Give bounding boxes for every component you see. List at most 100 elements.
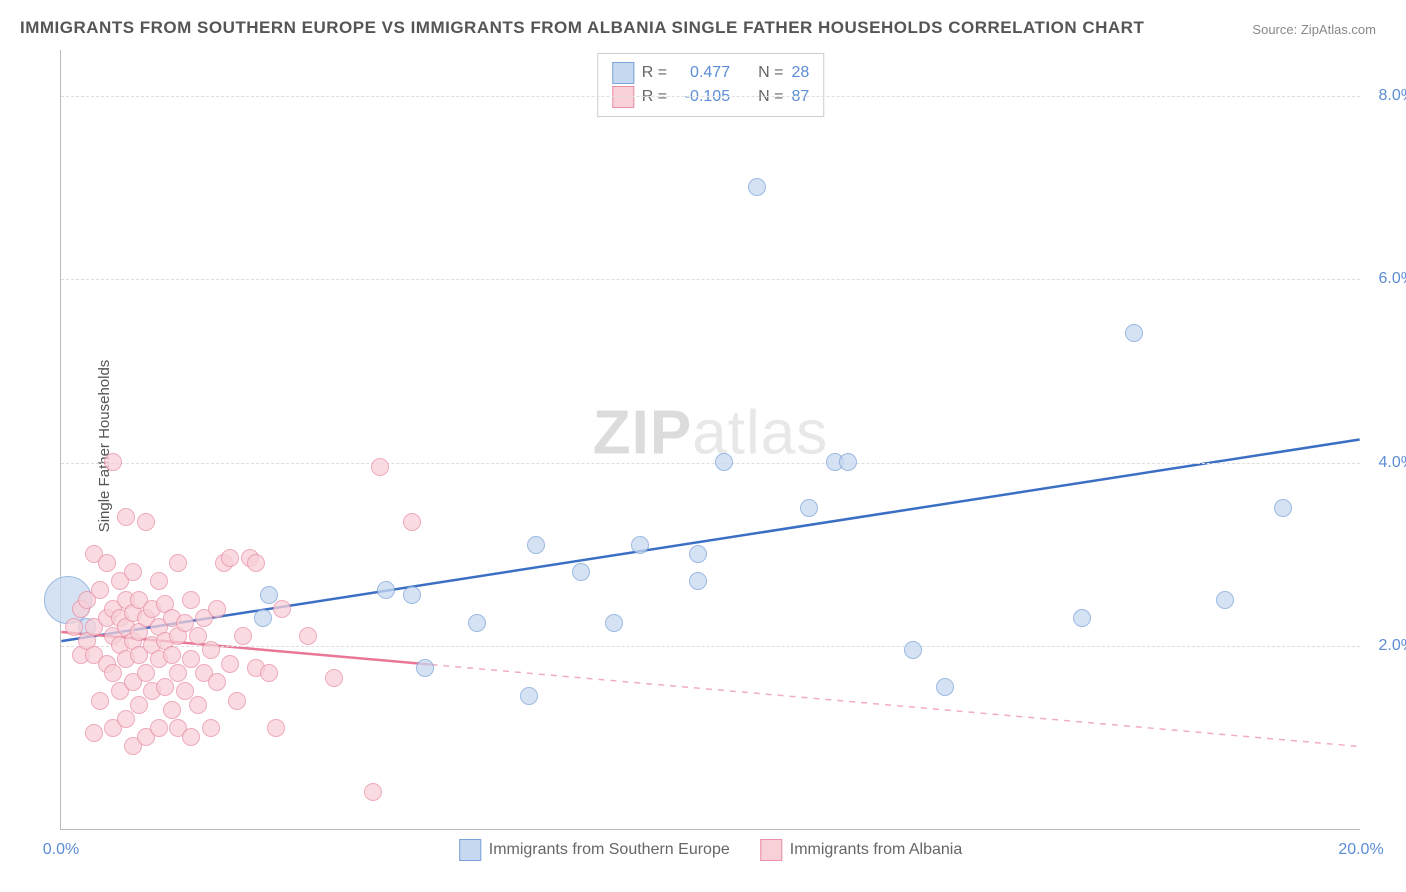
- data-point: [124, 563, 142, 581]
- data-point: [137, 513, 155, 531]
- source-value: ZipAtlas.com: [1301, 22, 1376, 37]
- data-point: [468, 614, 486, 632]
- y-tick-label: 6.0%: [1379, 270, 1406, 288]
- x-tick-label: 0.0%: [43, 841, 79, 859]
- data-point: [104, 664, 122, 682]
- data-point: [221, 549, 239, 567]
- data-point: [631, 536, 649, 554]
- data-point: [904, 641, 922, 659]
- source-label: Source:: [1252, 22, 1297, 37]
- data-point: [273, 600, 291, 618]
- legend-n-value-1: 87: [791, 88, 809, 106]
- data-point: [260, 664, 278, 682]
- data-point: [689, 545, 707, 563]
- legend-n-label-0: N =: [758, 64, 783, 82]
- watermark-light: atlas: [692, 398, 828, 467]
- data-point: [605, 614, 623, 632]
- series-legend-label-1: Immigrants from Albania: [790, 841, 963, 859]
- data-point: [156, 678, 174, 696]
- data-point: [371, 458, 389, 476]
- data-point: [247, 554, 265, 572]
- data-point: [520, 687, 538, 705]
- data-point: [163, 701, 181, 719]
- data-point: [403, 586, 421, 604]
- data-point: [1125, 324, 1143, 342]
- y-tick-label: 2.0%: [1379, 637, 1406, 655]
- regression-lines-layer: [61, 50, 1360, 829]
- legend-r-value-1: -0.105: [675, 88, 730, 106]
- data-point: [748, 178, 766, 196]
- chart-container: IMMIGRANTS FROM SOUTHERN EUROPE VS IMMIG…: [0, 0, 1406, 892]
- data-point: [527, 536, 545, 554]
- chart-title: IMMIGRANTS FROM SOUTHERN EUROPE VS IMMIG…: [20, 18, 1144, 38]
- data-point: [1274, 499, 1292, 517]
- data-point: [189, 696, 207, 714]
- data-point: [228, 692, 246, 710]
- legend-r-label-1: R =: [642, 88, 667, 106]
- series-legend-swatch-1: [760, 839, 782, 861]
- data-point: [234, 627, 252, 645]
- data-point: [169, 554, 187, 572]
- data-point: [117, 710, 135, 728]
- data-point: [572, 563, 590, 581]
- data-point: [208, 673, 226, 691]
- data-point: [104, 453, 122, 471]
- data-point: [416, 659, 434, 677]
- data-point: [403, 513, 421, 531]
- data-point: [130, 696, 148, 714]
- watermark-bold: ZIP: [593, 398, 692, 467]
- data-point: [169, 664, 187, 682]
- data-point: [150, 572, 168, 590]
- data-point: [117, 508, 135, 526]
- data-point: [137, 664, 155, 682]
- series-legend-swatch-0: [459, 839, 481, 861]
- gridline-h: [61, 646, 1360, 647]
- data-point: [221, 655, 239, 673]
- legend-r-label-0: R =: [642, 64, 667, 82]
- data-point: [254, 609, 272, 627]
- legend-n-label-1: N =: [758, 88, 783, 106]
- data-point: [299, 627, 317, 645]
- series-legend-item-0: Immigrants from Southern Europe: [459, 839, 730, 861]
- legend-row-series-0: R = 0.477 N = 28: [612, 62, 809, 84]
- data-point: [1073, 609, 1091, 627]
- data-point: [689, 572, 707, 590]
- legend-r-value-0: 0.477: [675, 64, 730, 82]
- data-point: [715, 453, 733, 471]
- data-point: [936, 678, 954, 696]
- correlation-legend: R = 0.477 N = 28 R = -0.105 N = 87: [597, 53, 824, 117]
- data-point: [98, 554, 116, 572]
- data-point: [325, 669, 343, 687]
- data-point: [1216, 591, 1234, 609]
- gridline-h: [61, 463, 1360, 464]
- data-point: [91, 581, 109, 599]
- legend-swatch-0: [612, 62, 634, 84]
- source-attribution: Source: ZipAtlas.com: [1252, 22, 1376, 37]
- gridline-h: [61, 96, 1360, 97]
- data-point: [800, 499, 818, 517]
- legend-n-value-0: 28: [791, 64, 809, 82]
- y-tick-label: 8.0%: [1379, 87, 1406, 105]
- data-point: [85, 724, 103, 742]
- data-point: [150, 719, 168, 737]
- data-point: [267, 719, 285, 737]
- series-legend-item-1: Immigrants from Albania: [760, 839, 963, 861]
- y-tick-label: 4.0%: [1379, 454, 1406, 472]
- data-point: [202, 641, 220, 659]
- data-point: [202, 719, 220, 737]
- legend-swatch-1: [612, 86, 634, 108]
- data-point: [839, 453, 857, 471]
- x-tick-label: 20.0%: [1338, 841, 1383, 859]
- data-point: [364, 783, 382, 801]
- plot-area: ZIPatlas R = 0.477 N = 28 R = -0.105 N =…: [60, 50, 1360, 830]
- data-point: [377, 581, 395, 599]
- legend-row-series-1: R = -0.105 N = 87: [612, 86, 809, 108]
- data-point: [182, 728, 200, 746]
- watermark: ZIPatlas: [593, 397, 828, 468]
- gridline-h: [61, 279, 1360, 280]
- data-point: [182, 591, 200, 609]
- series-legend: Immigrants from Southern Europe Immigran…: [459, 839, 963, 861]
- data-point: [208, 600, 226, 618]
- data-point: [163, 646, 181, 664]
- series-legend-label-0: Immigrants from Southern Europe: [489, 841, 730, 859]
